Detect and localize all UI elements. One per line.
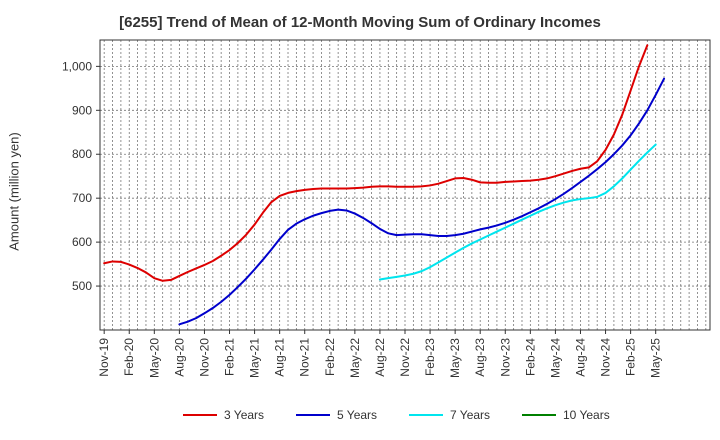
x-tick-label: Feb-22 bbox=[323, 338, 337, 376]
x-tick-label: May-22 bbox=[348, 338, 362, 378]
series-layer bbox=[103, 44, 666, 326]
legend-label: 3 Years bbox=[224, 408, 264, 422]
y-tick-label: 600 bbox=[72, 235, 92, 249]
x-tick-label: May-25 bbox=[649, 338, 663, 378]
series-line-5-years bbox=[178, 77, 666, 326]
x-tick-label: Feb-20 bbox=[122, 338, 136, 376]
x-tick-label: Feb-24 bbox=[523, 338, 537, 376]
x-axis: Nov-19 Feb-20 May-20 Aug-20 Nov-20 Feb-21 May-… bbox=[97, 330, 663, 378]
legend-item-5-years[interactable]: 5 Years bbox=[296, 408, 377, 422]
x-tick-label: Aug-24 bbox=[573, 338, 587, 377]
y-tick-label: 1,000 bbox=[62, 59, 92, 73]
y-tick-label: 700 bbox=[72, 191, 92, 205]
y-axis: 500 600 700 800 900 1,000 bbox=[62, 59, 100, 293]
series-line-3-years bbox=[103, 44, 649, 282]
y-tick-label: 500 bbox=[72, 279, 92, 293]
legend-item-10-years[interactable]: 10 Years bbox=[522, 408, 610, 422]
x-tick-label: Aug-22 bbox=[373, 338, 387, 377]
x-tick-label: Aug-23 bbox=[473, 338, 487, 377]
x-tick-label: Nov-24 bbox=[599, 338, 613, 377]
x-tick-label: May-21 bbox=[248, 338, 262, 378]
y-tick-label: 800 bbox=[72, 147, 92, 161]
chart-title: [6255] Trend of Mean of 12-Month Moving … bbox=[119, 14, 601, 31]
x-tick-label: May-20 bbox=[147, 338, 161, 378]
x-tick-label: Nov-20 bbox=[197, 338, 211, 377]
x-tick-label: Feb-21 bbox=[223, 338, 237, 376]
x-tick-label: Aug-21 bbox=[273, 338, 287, 377]
legend-label: 5 Years bbox=[337, 408, 377, 422]
legend-item-3-years[interactable]: 3 Years bbox=[183, 408, 264, 422]
x-tick-label: Nov-23 bbox=[498, 338, 512, 377]
legend-item-7-years[interactable]: 7 Years bbox=[409, 408, 490, 422]
series-line-7-years bbox=[378, 143, 657, 281]
x-tick-label: Feb-23 bbox=[423, 338, 437, 376]
x-tick-label: May-24 bbox=[548, 338, 562, 378]
legend[interactable]: 3 Years 5 Years 7 Years 10 Years bbox=[183, 408, 610, 422]
legend-label: 10 Years bbox=[563, 408, 610, 422]
x-tick-label: Nov-19 bbox=[97, 338, 111, 377]
legend-label: 7 Years bbox=[450, 408, 490, 422]
x-tick-label: Nov-21 bbox=[298, 338, 312, 377]
x-tick-label: Feb-25 bbox=[624, 338, 638, 376]
x-tick-label: Aug-20 bbox=[172, 338, 186, 377]
y-tick-label: 900 bbox=[72, 103, 92, 117]
x-tick-label: Nov-22 bbox=[398, 338, 412, 377]
x-tick-label: May-23 bbox=[448, 338, 462, 378]
